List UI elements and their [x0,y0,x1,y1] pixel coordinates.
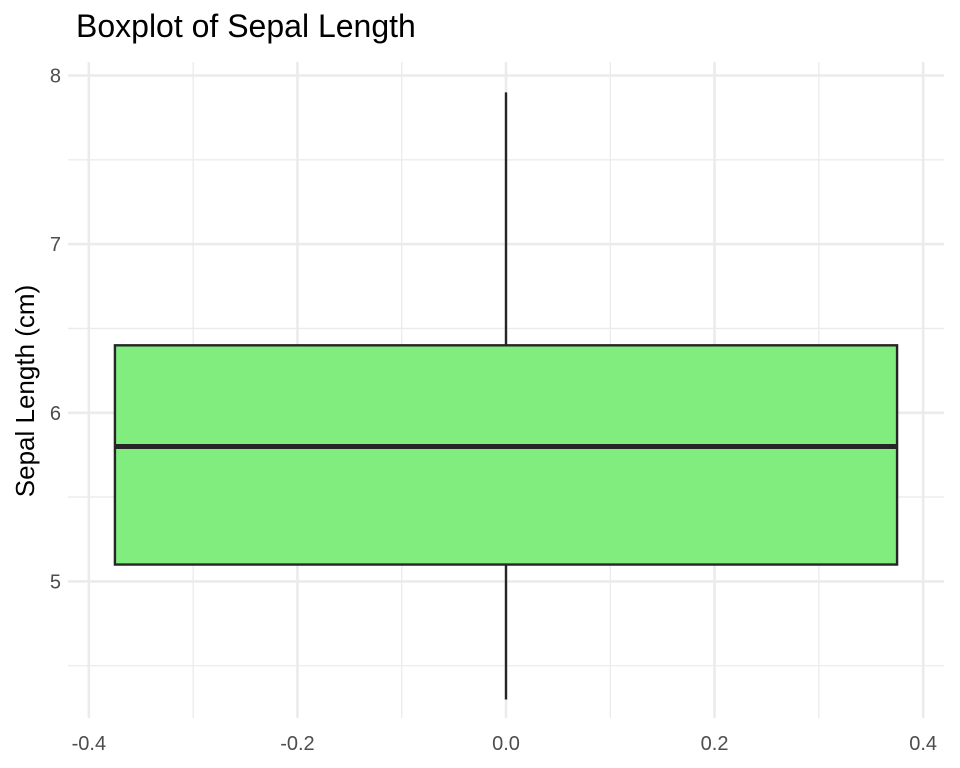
x-tick-label: 0.0 [492,733,520,755]
tick-labels: 5 6 7 8 -0.4 -0.2 0.0 0.2 0.4 [50,65,937,755]
x-tick-label: 0.2 [701,733,729,755]
y-tick-label: 7 [50,234,61,256]
x-tick-label: -0.4 [72,733,106,755]
y-axis-title: Sepal Length (cm) [10,285,40,497]
chart-title: Boxplot of Sepal Length [76,8,416,44]
box-layer [113,92,899,700]
x-tick-label: 0.4 [909,733,937,755]
iqr-box [113,344,899,566]
y-tick-label: 5 [50,571,61,593]
y-tick-label: 6 [50,403,61,425]
x-tick-label: -0.2 [280,733,314,755]
y-tick-label: 8 [50,65,61,87]
